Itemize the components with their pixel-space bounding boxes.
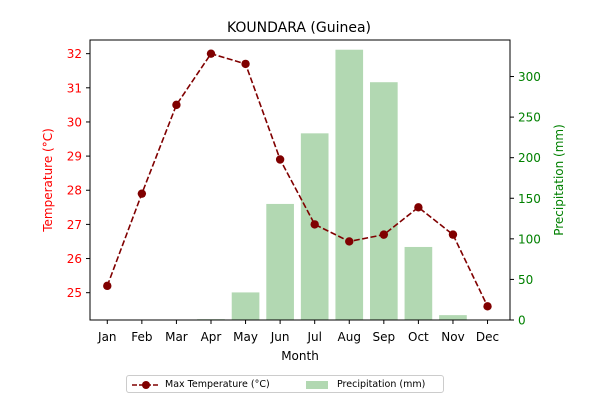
y-right-axis-label: Precipitation (mm) xyxy=(552,124,566,236)
y-right-tick-label: 200 xyxy=(518,151,541,165)
x-tick-label-mar: Mar xyxy=(165,330,188,344)
y-left-tick-label: 29 xyxy=(67,150,82,164)
precip-bar-aug xyxy=(335,49,364,320)
precip-bar-may xyxy=(231,292,260,320)
temp-point-sep xyxy=(379,230,389,239)
temp-point-mar xyxy=(172,100,181,110)
x-tick-label-aug: Aug xyxy=(338,330,361,344)
temp-point-jun xyxy=(275,155,285,164)
temp-point-aug xyxy=(345,237,354,246)
y-left-tick-label: 25 xyxy=(67,286,82,300)
chart-title: KOUNDARA (Guinea) xyxy=(227,20,371,36)
y-left-tick-label: 28 xyxy=(67,184,82,198)
x-tick-label-jun: Jun xyxy=(270,330,290,344)
x-axis-label: Month xyxy=(281,349,319,363)
precipitation-bars xyxy=(197,49,467,320)
temp-point-may xyxy=(241,59,250,69)
y-left-tick-label: 31 xyxy=(67,81,82,95)
plot-frame xyxy=(89,39,511,321)
legend-label-precipitation: Precipitation (mm) xyxy=(337,379,426,390)
legend-label-temperature: Max Temperature (°C) xyxy=(165,379,270,390)
temperature-line xyxy=(103,49,492,311)
x-tick-label-may: May xyxy=(233,330,258,344)
x-tick-label-sep: Sep xyxy=(373,330,396,344)
y-right-tick-label: 250 xyxy=(518,111,541,125)
temp-point-nov xyxy=(448,230,458,239)
x-tick-label-apr: Apr xyxy=(201,330,222,344)
y-left-tick-label: 32 xyxy=(67,47,82,61)
x-axis: Jan Feb Mar Apr May Jun Jul Aug Sep Oct Nov Dec xyxy=(97,320,499,344)
y-left-tick-label: 30 xyxy=(67,115,82,129)
x-tick-label-jan: Jan xyxy=(97,330,117,344)
y-right-tick-label: 300 xyxy=(518,70,541,84)
temp-point-jul xyxy=(310,220,319,229)
y-axis-right: 0 50 100 150 200 250 300 xyxy=(510,70,541,328)
precip-bar-nov xyxy=(439,315,467,320)
legend: Max Temperature (°C) Precipitation (mm) xyxy=(126,375,444,393)
temp-point-oct xyxy=(414,203,423,212)
temp-point-jan xyxy=(103,281,112,291)
y-axis-left: 25 26 27 28 29 30 31 32 xyxy=(67,47,90,300)
temperature-polyline xyxy=(106,52,489,307)
temp-point-dec xyxy=(483,302,492,311)
x-tick-label-feb: Feb xyxy=(131,330,152,344)
x-tick-label-jul: Jul xyxy=(306,330,321,344)
y-left-tick-label: 26 xyxy=(67,252,82,266)
legend-line-marker-icon xyxy=(132,381,160,389)
x-tick-label-dec: Dec xyxy=(476,330,499,344)
precip-bar-jun xyxy=(266,203,294,320)
y-left-tick-label: 27 xyxy=(67,218,82,232)
y-right-tick-label: 150 xyxy=(518,192,541,206)
y-right-tick-label: 0 xyxy=(518,314,526,328)
temp-point-feb xyxy=(137,189,147,198)
legend-bar-swatch-icon xyxy=(306,381,328,389)
y-left-axis-label: Temperature (°C) xyxy=(41,128,55,233)
y-right-tick-label: 100 xyxy=(518,232,541,246)
x-tick-label-nov: Nov xyxy=(441,330,464,344)
y-right-tick-label: 50 xyxy=(518,273,533,287)
precip-bar-oct xyxy=(404,246,433,320)
temp-point-apr xyxy=(206,49,216,58)
x-tick-label-oct: Oct xyxy=(408,330,429,344)
precip-bar-sep xyxy=(370,82,398,320)
